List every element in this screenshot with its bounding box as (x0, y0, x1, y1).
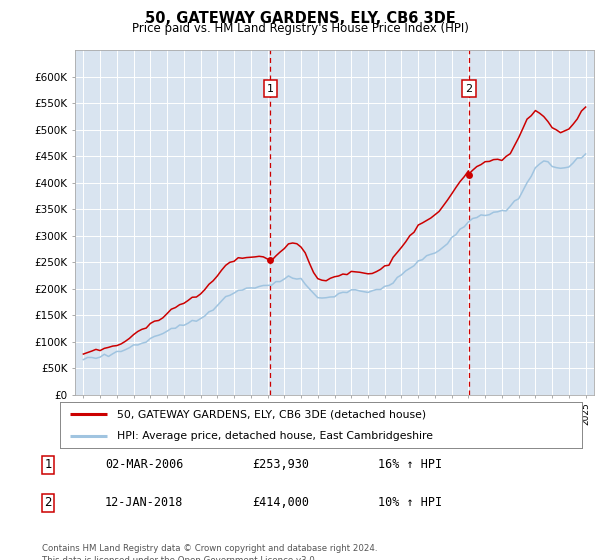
Text: 10% ↑ HPI: 10% ↑ HPI (378, 496, 442, 510)
Text: Contains HM Land Registry data © Crown copyright and database right 2024.
This d: Contains HM Land Registry data © Crown c… (42, 544, 377, 560)
Text: 50, GATEWAY GARDENS, ELY, CB6 3DE: 50, GATEWAY GARDENS, ELY, CB6 3DE (145, 11, 455, 26)
Text: 12-JAN-2018: 12-JAN-2018 (105, 496, 184, 510)
Text: 16% ↑ HPI: 16% ↑ HPI (378, 458, 442, 472)
Text: 02-MAR-2006: 02-MAR-2006 (105, 458, 184, 472)
Text: £253,930: £253,930 (252, 458, 309, 472)
Text: 2: 2 (44, 496, 52, 510)
Text: 1: 1 (44, 458, 52, 472)
Text: HPI: Average price, detached house, East Cambridgeshire: HPI: Average price, detached house, East… (118, 431, 433, 441)
Text: 2: 2 (466, 83, 473, 94)
Text: 50, GATEWAY GARDENS, ELY, CB6 3DE (detached house): 50, GATEWAY GARDENS, ELY, CB6 3DE (detac… (118, 409, 427, 419)
Text: £414,000: £414,000 (252, 496, 309, 510)
Text: 1: 1 (267, 83, 274, 94)
Text: Price paid vs. HM Land Registry's House Price Index (HPI): Price paid vs. HM Land Registry's House … (131, 22, 469, 35)
